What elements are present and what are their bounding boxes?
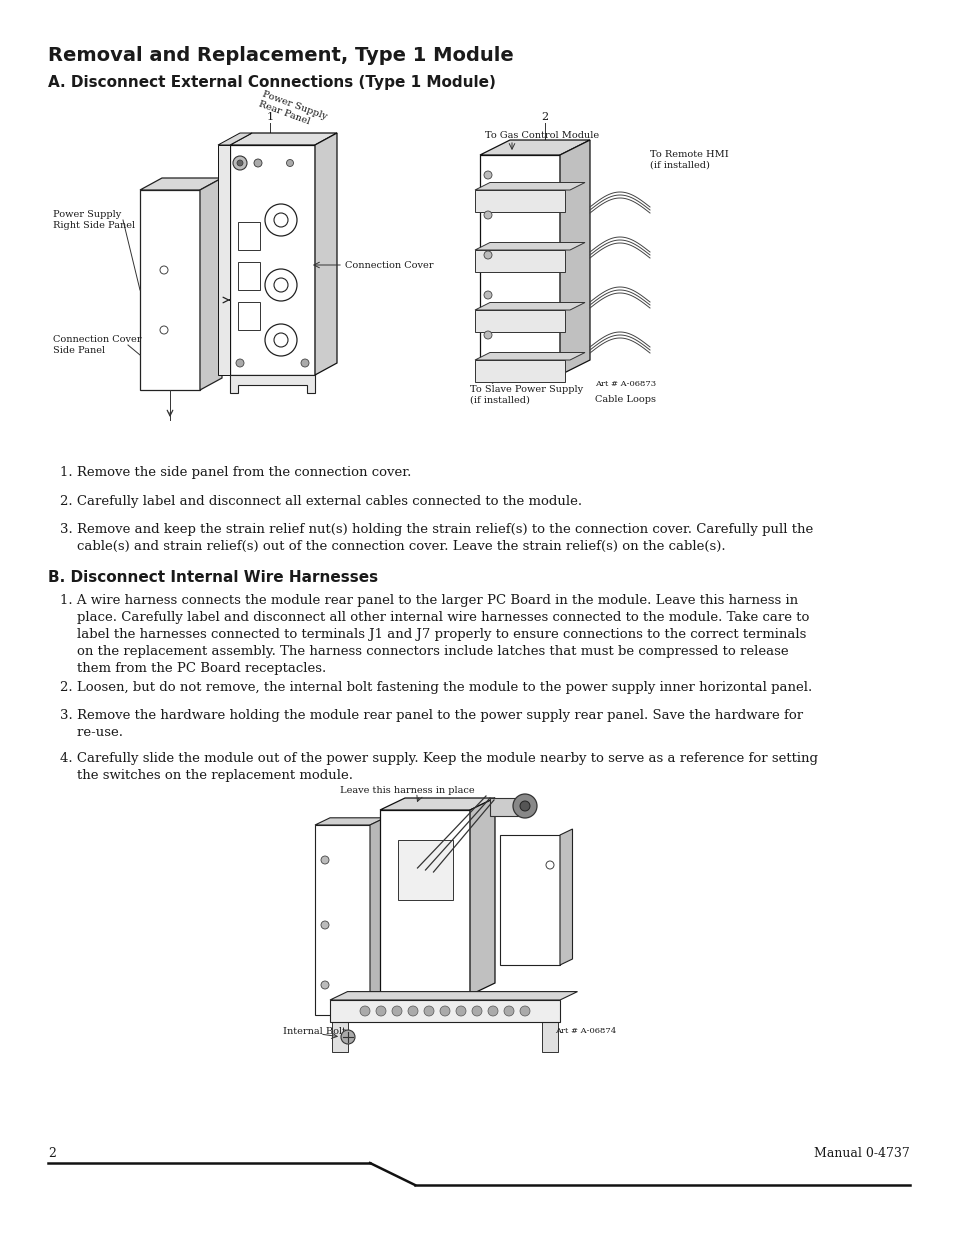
Circle shape [320,981,329,989]
Bar [541,1023,558,1052]
Polygon shape [475,352,584,359]
Circle shape [483,211,492,219]
Bar [140,190,200,390]
Bar [475,249,564,272]
Bar [475,359,564,382]
Circle shape [483,170,492,179]
Circle shape [233,156,247,170]
Circle shape [483,331,492,338]
Bar [237,303,260,330]
Circle shape [235,359,244,367]
Text: Art # A-06874: Art # A-06874 [555,1028,616,1035]
Bar [330,1000,559,1023]
Text: 1. A wire harness connects the module rear panel to the larger PC Board in the m: 1. A wire harness connects the module re… [60,594,808,676]
Circle shape [472,1007,481,1016]
Bar [499,835,559,965]
Text: 4. Carefully slide the module out of the power supply. Keep the module nearby to: 4. Carefully slide the module out of the… [60,752,817,782]
Circle shape [286,159,294,167]
Text: Leave this harness in place: Leave this harness in place [339,785,475,795]
Circle shape [392,1007,401,1016]
Bar [314,825,370,1015]
Circle shape [513,794,537,818]
Text: Internal Bolt: Internal Bolt [283,1028,346,1036]
Bar [397,840,453,900]
Text: 1. Remove the side panel from the connection cover.: 1. Remove the side panel from the connec… [60,466,411,479]
Text: To Gas Control Module: To Gas Control Module [484,131,598,140]
Polygon shape [559,829,572,965]
Bar [218,144,230,375]
Polygon shape [330,992,577,1000]
Bar [475,190,564,212]
Text: 1: 1 [266,112,274,122]
Circle shape [236,161,243,165]
Polygon shape [475,242,584,249]
Text: Connection Cover
Side Panel: Connection Cover Side Panel [53,335,141,354]
Circle shape [253,159,262,167]
Bar [237,222,260,249]
Text: Manual 0-4737: Manual 0-4737 [814,1147,909,1160]
Text: 3. Remove and keep the strain relief nut(s) holding the strain relief(s) to the : 3. Remove and keep the strain relief nut… [60,522,812,553]
Text: 2: 2 [541,112,548,122]
Circle shape [488,1007,497,1016]
Polygon shape [140,178,222,190]
Polygon shape [218,133,252,144]
Text: To Slave Power Supply
(if installed): To Slave Power Supply (if installed) [470,385,582,404]
Circle shape [320,921,329,929]
Text: Art # A-06873: Art # A-06873 [595,380,656,388]
Bar [479,156,559,375]
Circle shape [519,802,530,811]
Text: To Remote HMI
(if installed): To Remote HMI (if installed) [649,149,728,169]
Text: Cable Loops: Cable Loops [595,395,656,404]
Circle shape [423,1007,434,1016]
Circle shape [503,1007,514,1016]
Polygon shape [475,303,584,310]
Text: Power Supply
Right Side Panel: Power Supply Right Side Panel [53,210,135,230]
Polygon shape [370,818,385,1015]
Text: 2. Loosen, but do not remove, the internal bolt fastening the module to the powe: 2. Loosen, but do not remove, the intern… [60,680,811,694]
Circle shape [301,359,309,367]
Polygon shape [379,798,495,810]
Polygon shape [230,375,314,393]
Polygon shape [314,133,336,375]
Circle shape [320,856,329,864]
Circle shape [439,1007,450,1016]
Polygon shape [559,140,589,375]
Text: 3. Remove the hardware holding the module rear panel to the power supply rear pa: 3. Remove the hardware holding the modul… [60,709,802,739]
Text: Power Supply
Rear Panel: Power Supply Rear Panel [256,89,328,131]
Polygon shape [230,133,336,144]
Polygon shape [470,798,495,995]
Circle shape [375,1007,386,1016]
Text: 2: 2 [48,1147,56,1160]
Circle shape [519,1007,530,1016]
Circle shape [359,1007,370,1016]
Circle shape [340,1030,355,1044]
Bar [237,262,260,290]
Circle shape [483,291,492,299]
Text: Connection Cover: Connection Cover [345,261,433,269]
Bar [332,1023,348,1052]
Bar [230,144,314,375]
Bar [475,310,564,332]
Circle shape [408,1007,417,1016]
Bar [490,798,517,816]
Bar [379,810,470,995]
Polygon shape [314,818,385,825]
Text: B. Disconnect Internal Wire Harnesses: B. Disconnect Internal Wire Harnesses [48,571,377,585]
Polygon shape [200,178,222,390]
Text: Removal and Replacement, Type 1 Module: Removal and Replacement, Type 1 Module [48,46,514,65]
Text: 2. Carefully label and disconnect all external cables connected to the module.: 2. Carefully label and disconnect all ex… [60,494,581,508]
Text: A. Disconnect External Connections (Type 1 Module): A. Disconnect External Connections (Type… [48,75,496,90]
Circle shape [483,251,492,259]
Polygon shape [475,183,584,190]
Circle shape [456,1007,465,1016]
Polygon shape [479,140,589,156]
